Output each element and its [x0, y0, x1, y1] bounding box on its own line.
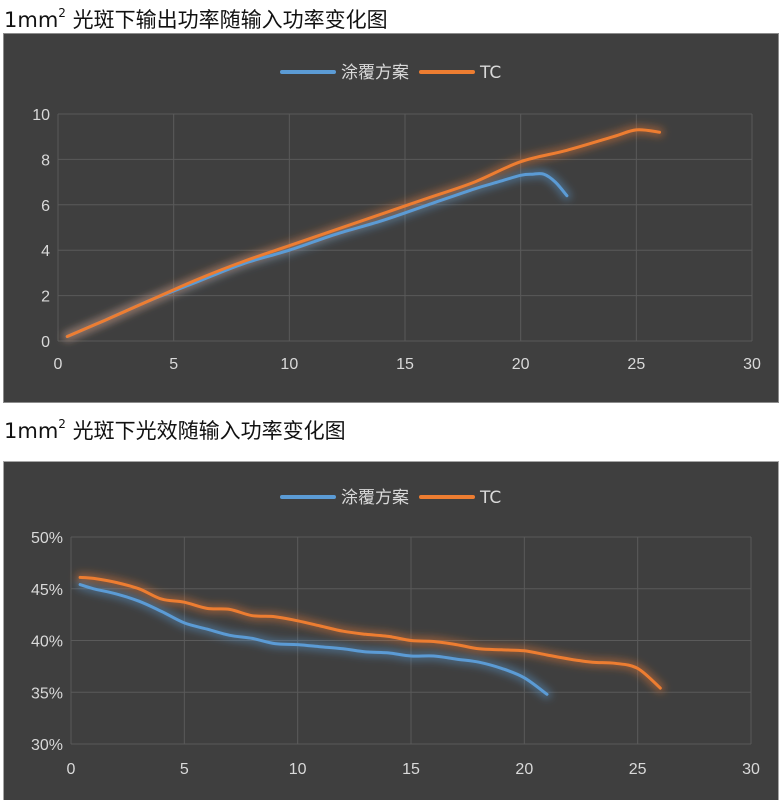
x-tick-label: 0	[67, 761, 76, 778]
y-tick-label: 30%	[31, 737, 63, 754]
y-tick-label: 10	[32, 107, 50, 124]
series-line-tc	[78, 575, 662, 690]
chart2-caption: 1mm2 光斑下光效随输入功率变化图	[4, 413, 346, 444]
output-power-chart: 0 2 4 6 8 10 0 5 10 15 20 25 30 涂覆方案 TC	[32, 63, 761, 373]
series-glow	[62, 125, 664, 341]
legend-label: TC	[479, 63, 501, 83]
efficiency-chart: 30% 35% 40% 45% 50% 0 5 10 15 20 25 30 涂覆方案 TC	[31, 488, 760, 778]
x-tick-label: 25	[627, 356, 645, 373]
x-tick-label: 0	[54, 356, 63, 373]
y-tick-label: 50%	[31, 530, 63, 547]
y-tick-label: 0	[41, 334, 50, 351]
x-tick-label: 20	[515, 761, 533, 778]
chart-legend: 涂覆方案 TC	[280, 63, 501, 83]
series-glow	[62, 169, 572, 341]
y-tick-label: 2	[41, 289, 50, 306]
series-glow	[75, 572, 665, 693]
chart2-caption-prefix: 1mm	[4, 419, 59, 443]
chart-legend: 涂覆方案 TC	[280, 488, 501, 508]
x-tick-label: 15	[396, 356, 414, 373]
x-tick-label: 30	[743, 356, 761, 373]
y-tick-label: 35%	[31, 685, 63, 702]
x-tick-label: 5	[169, 356, 178, 373]
series-line-coating-scheme	[65, 172, 569, 338]
chart1-caption-superscript: 2	[58, 6, 66, 20]
series-glow	[75, 580, 552, 699]
efficiency-chart-panel: 30% 35% 40% 45% 50% 0 5 10 15 20 25 30 涂覆方案 TC	[3, 461, 779, 800]
legend-label: 涂覆方案	[341, 63, 409, 83]
series-line-tc	[65, 128, 661, 338]
x-tick-label: 5	[180, 761, 189, 778]
x-tick-label: 15	[402, 761, 420, 778]
x-tick-label: 25	[629, 761, 647, 778]
chart1-caption-suffix: 光斑下输出功率随输入功率变化图	[65, 8, 388, 32]
legend-label: 涂覆方案	[341, 488, 409, 508]
y-tick-label: 4	[41, 243, 50, 260]
x-tick-label: 10	[280, 356, 298, 373]
chart1-caption: 1mm2 光斑下输出功率随输入功率变化图	[4, 2, 388, 33]
chart2-caption-suffix: 光斑下光效随输入功率变化图	[65, 419, 346, 443]
series-line-coating-scheme	[78, 583, 549, 696]
y-tick-label: 45%	[31, 582, 63, 599]
chart1-caption-prefix: 1mm	[4, 8, 59, 32]
x-tick-label: 10	[289, 761, 307, 778]
x-tick-label: 20	[512, 356, 530, 373]
chart2-caption-superscript: 2	[58, 417, 66, 431]
output-power-chart-panel: 0 2 4 6 8 10 0 5 10 15 20 25 30 涂覆方案 TC	[3, 33, 779, 403]
y-tick-label: 40%	[31, 634, 63, 651]
y-tick-label: 6	[41, 198, 50, 215]
y-tick-label: 8	[41, 152, 50, 169]
legend-label: TC	[479, 488, 501, 508]
x-tick-label: 30	[742, 761, 760, 778]
